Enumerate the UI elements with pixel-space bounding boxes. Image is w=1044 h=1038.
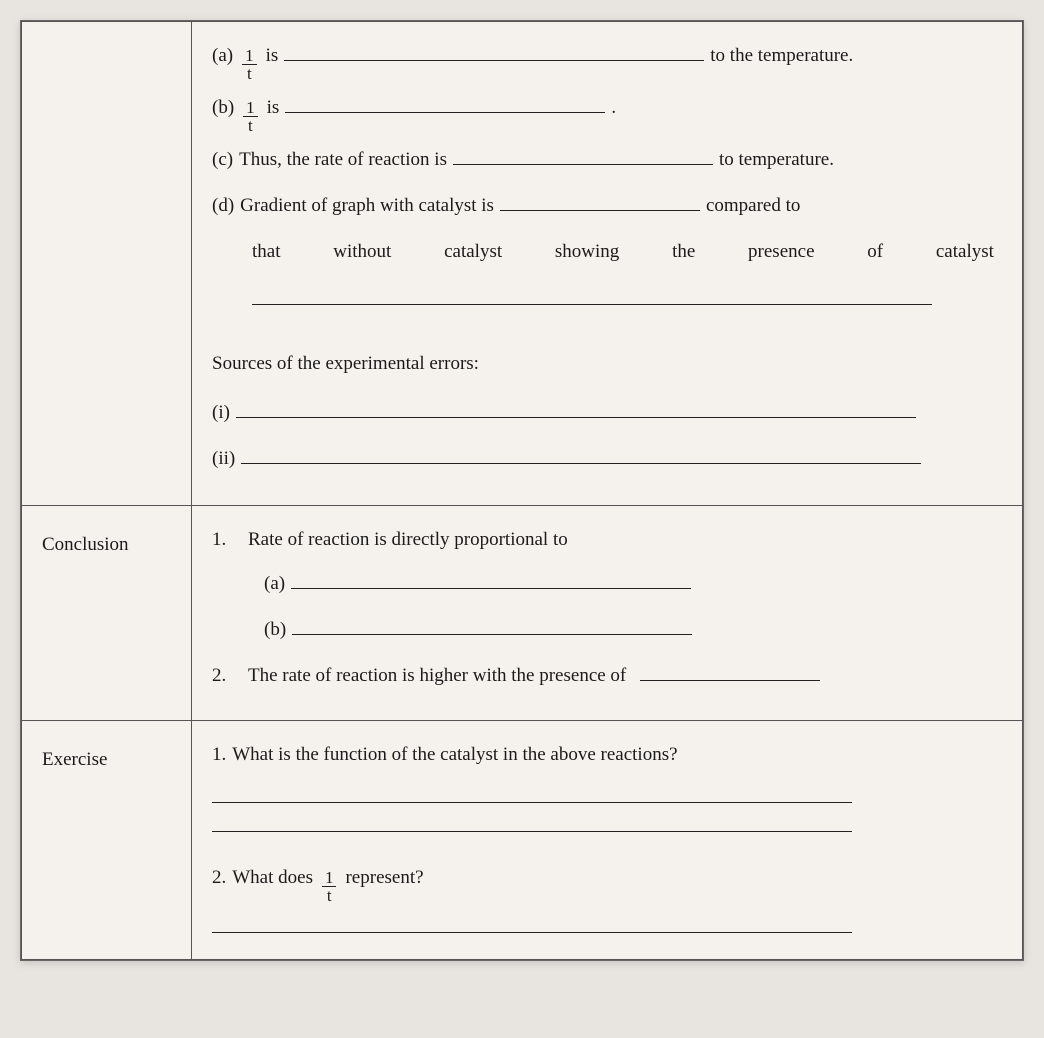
exercise-q1: 1. What is the function of the catalyst … bbox=[212, 735, 1002, 775]
fraction-icon: 1 t bbox=[322, 869, 337, 904]
blank-source-i[interactable] bbox=[236, 396, 916, 419]
d-word-7: catalyst bbox=[936, 232, 994, 272]
frac-den: t bbox=[243, 117, 258, 134]
item-a-after: to the temperature. bbox=[710, 36, 853, 76]
q2-marker: 2. bbox=[212, 858, 226, 898]
item-d-marker: (d) bbox=[212, 186, 234, 226]
blank-c2[interactable] bbox=[640, 658, 820, 681]
blank-b[interactable] bbox=[285, 90, 605, 113]
frac-num: 1 bbox=[322, 869, 337, 887]
blank-q1-1[interactable] bbox=[212, 781, 852, 804]
c1-text: Rate of reaction is directly proportiona… bbox=[248, 520, 568, 560]
c1-b: (b) bbox=[212, 610, 1002, 650]
blank-d1[interactable] bbox=[500, 188, 700, 211]
fraction-icon: 1 t bbox=[243, 99, 258, 134]
c1-b-marker: (b) bbox=[264, 610, 286, 650]
blank-c1a[interactable] bbox=[291, 566, 691, 589]
d-word-2: catalyst bbox=[444, 232, 502, 272]
c2-text: The rate of reaction is higher with the … bbox=[248, 656, 626, 696]
c2-marker: 2. bbox=[212, 656, 234, 696]
item-d-line2: that without catalyst showing the presen… bbox=[212, 232, 1002, 272]
q1-text: What is the function of the catalyst in … bbox=[232, 735, 677, 775]
d-word-0: that bbox=[252, 232, 281, 272]
item-c-text: Thus, the rate of reaction is bbox=[239, 140, 447, 180]
item-c-marker: (c) bbox=[212, 140, 233, 180]
sources-heading: Sources of the experimental errors: bbox=[212, 344, 1002, 384]
q2-blank-row bbox=[212, 910, 1002, 933]
conclusion-item1: 1. Rate of reaction is directly proporti… bbox=[212, 520, 1002, 560]
item-a-marker: (a) bbox=[212, 36, 233, 76]
item-a: (a) 1 t is to the temperature. bbox=[212, 36, 1002, 82]
d-word-3: showing bbox=[555, 232, 619, 272]
q1-blank2-row bbox=[212, 809, 1002, 832]
source-ii-marker: (ii) bbox=[212, 439, 235, 479]
d-word-6: of bbox=[867, 232, 883, 272]
d-word-5: presence bbox=[748, 232, 814, 272]
q2-after: represent? bbox=[345, 858, 423, 898]
item-b-is: is bbox=[267, 88, 280, 128]
exercise-q2: 2. What does 1 t represent? bbox=[212, 858, 1002, 904]
conclusion-item2: 2. The rate of reaction is higher with t… bbox=[212, 656, 1002, 696]
item-d-after1: compared to bbox=[706, 186, 800, 226]
c1-a: (a) bbox=[212, 564, 1002, 604]
c1-a-marker: (a) bbox=[264, 564, 285, 604]
item-d-text: Gradient of graph with catalyst is bbox=[240, 186, 494, 226]
item-b-period: . bbox=[611, 88, 616, 128]
source-ii: (ii) bbox=[212, 439, 1002, 479]
q1-blank1-row bbox=[212, 781, 1002, 804]
exercise-label: Exercise bbox=[22, 720, 192, 959]
blank-source-ii[interactable] bbox=[241, 442, 921, 465]
q1-marker: 1. bbox=[212, 735, 226, 775]
exercise-content: 1. What is the function of the catalyst … bbox=[192, 720, 1023, 959]
row1-label-cell bbox=[22, 22, 192, 506]
q2-before: What does bbox=[232, 858, 313, 898]
d-word-1: without bbox=[333, 232, 391, 272]
blank-d2[interactable] bbox=[252, 282, 932, 305]
blank-a[interactable] bbox=[284, 38, 704, 61]
frac-den: t bbox=[242, 65, 257, 82]
row-conclusion: Conclusion 1. Rate of reaction is direct… bbox=[22, 506, 1023, 721]
item-c: (c) Thus, the rate of reaction is to tem… bbox=[212, 140, 1002, 180]
row-exercise: Exercise 1. What is the function of the … bbox=[22, 720, 1023, 959]
frac-den: t bbox=[322, 887, 337, 904]
item-b-marker: (b) bbox=[212, 88, 234, 128]
worksheet-table: (a) 1 t is to the temperature. (b) 1 t bbox=[21, 21, 1023, 960]
fraction-icon: 1 t bbox=[242, 47, 257, 82]
frac-num: 1 bbox=[242, 47, 257, 65]
conclusion-content: 1. Rate of reaction is directly proporti… bbox=[192, 506, 1023, 721]
item-b: (b) 1 t is . bbox=[212, 88, 1002, 134]
frac-num: 1 bbox=[243, 99, 258, 117]
worksheet-page: (a) 1 t is to the temperature. (b) 1 t bbox=[20, 20, 1024, 961]
item-d-blank-row bbox=[252, 280, 1002, 320]
row-observations: (a) 1 t is to the temperature. (b) 1 t bbox=[22, 22, 1023, 506]
source-i: (i) bbox=[212, 393, 1002, 433]
item-d: (d) Gradient of graph with catalyst is c… bbox=[212, 186, 1002, 226]
blank-q2[interactable] bbox=[212, 910, 852, 933]
blank-q1-2[interactable] bbox=[212, 809, 852, 832]
blank-c1b[interactable] bbox=[292, 612, 692, 635]
conclusion-label: Conclusion bbox=[22, 506, 192, 721]
blank-c[interactable] bbox=[453, 142, 713, 165]
row1-content: (a) 1 t is to the temperature. (b) 1 t bbox=[192, 22, 1023, 506]
d-word-4: the bbox=[672, 232, 695, 272]
source-i-marker: (i) bbox=[212, 393, 230, 433]
c1-marker: 1. bbox=[212, 520, 234, 560]
item-c-after: to temperature. bbox=[719, 140, 834, 180]
item-a-is: is bbox=[266, 36, 279, 76]
